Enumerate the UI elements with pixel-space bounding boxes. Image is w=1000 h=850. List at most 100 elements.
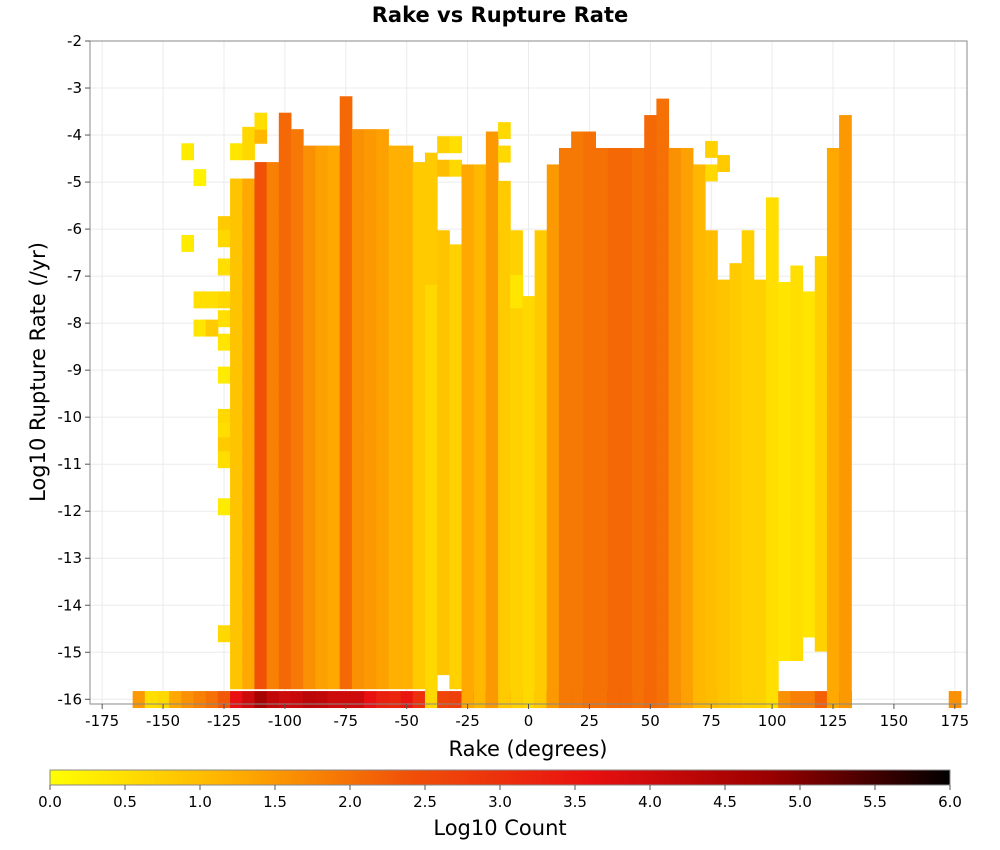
heatmap-cell [692, 625, 706, 643]
heatmap-cell [558, 460, 572, 478]
heatmap-cell [303, 343, 316, 361]
heatmap-cell [510, 274, 523, 292]
heatmap-cell [303, 524, 316, 542]
heatmap-cell [254, 162, 268, 180]
heatmap-cell [242, 524, 255, 542]
heatmap-cell [656, 131, 670, 149]
heatmap-cell [181, 691, 195, 709]
heatmap-cell [595, 147, 609, 165]
heatmap-cell [778, 446, 791, 464]
heatmap-cell [571, 691, 584, 709]
heatmap-cell [729, 263, 743, 281]
heatmap-cell [717, 559, 730, 577]
heatmap-cell [753, 444, 767, 462]
y-tick-label: -15 [58, 643, 83, 661]
heatmap-cell [376, 326, 389, 344]
heatmap-cell [364, 310, 377, 328]
heatmap-cell [303, 359, 316, 377]
heatmap-cell [400, 211, 414, 229]
heatmap-cell [461, 608, 475, 626]
heatmap-cell [741, 691, 755, 709]
heatmap-cell [729, 493, 743, 511]
heatmap-cell [619, 460, 633, 478]
heatmap-cell [839, 197, 852, 215]
heatmap-cell [668, 625, 682, 643]
heatmap-cell [741, 641, 755, 659]
heatmap-cell [571, 296, 584, 314]
heatmap-cell [327, 211, 341, 229]
heatmap-cell [412, 211, 426, 229]
heatmap-cell [583, 378, 596, 396]
heatmap-cell [729, 361, 743, 379]
heatmap-cell [839, 608, 852, 626]
heatmap-cell [242, 441, 255, 459]
heatmap-cell [705, 411, 718, 429]
heatmap-cell [619, 312, 633, 330]
heatmap-cell [449, 376, 463, 393]
heatmap-cell [254, 425, 268, 443]
heatmap-cell [388, 655, 402, 673]
heatmap-cell [656, 312, 670, 330]
heatmap-cell [558, 411, 572, 429]
heatmap-cell [705, 394, 718, 412]
heatmap-cell [668, 378, 682, 396]
heatmap-cell [230, 293, 243, 311]
heatmap-cell [705, 542, 718, 560]
heatmap-cell [303, 540, 316, 558]
heatmap-cell [692, 296, 706, 314]
heatmap-cell [826, 246, 840, 264]
heatmap-cell [814, 371, 828, 389]
heatmap-cell [741, 263, 755, 281]
heatmap-cell [266, 162, 280, 180]
colorbar-tick-label: 1.0 [188, 793, 212, 811]
heatmap-cell [473, 477, 487, 495]
heatmap-cell [680, 147, 694, 165]
heatmap-cell [534, 345, 548, 363]
heatmap-cell [802, 571, 816, 589]
heatmap-cell [315, 491, 329, 509]
heatmap-cell [351, 376, 365, 393]
heatmap-cell [193, 691, 207, 709]
heatmap-cell [692, 493, 706, 511]
heatmap-cell [668, 493, 682, 511]
heatmap-cell [583, 147, 596, 165]
heatmap-cell [717, 674, 730, 692]
heatmap-cell [766, 279, 779, 297]
heatmap-cell [692, 691, 706, 709]
heatmap-cell [230, 244, 243, 262]
heatmap-cell [607, 559, 621, 577]
heatmap-cell [461, 345, 475, 363]
heatmap-cell [351, 211, 365, 229]
heatmap-cell [290, 227, 304, 245]
heatmap-cell [632, 460, 645, 478]
heatmap-cell [424, 411, 438, 429]
heatmap-cell [778, 430, 791, 448]
heatmap-cell [290, 425, 304, 443]
heatmap-cell [266, 293, 280, 311]
heatmap-cell [364, 145, 377, 163]
heatmap-cell [376, 458, 389, 476]
heatmap-cell [388, 326, 402, 344]
heatmap-cell [668, 411, 682, 429]
heatmap-cell [266, 540, 280, 558]
heatmap-cell [705, 279, 718, 297]
heatmap-cell [388, 672, 402, 690]
heatmap-cell [473, 329, 487, 346]
heatmap-cell [558, 213, 572, 231]
heatmap-cell [583, 510, 596, 527]
heatmap-cell [741, 296, 755, 314]
heatmap-cell [303, 227, 316, 245]
heatmap-cell [558, 329, 572, 346]
heatmap-cell [498, 345, 511, 363]
heatmap-cell [327, 293, 341, 311]
heatmap-cell [632, 542, 645, 560]
heatmap-cell [656, 164, 670, 182]
heatmap-cell [790, 380, 804, 398]
heatmap-cell [485, 213, 499, 231]
heatmap-cell [388, 145, 402, 163]
heatmap-cell [412, 524, 426, 542]
heatmap-cell [278, 376, 292, 393]
heatmap-cell [364, 244, 377, 262]
heatmap-cell [717, 575, 730, 593]
heatmap-cell [839, 180, 852, 198]
